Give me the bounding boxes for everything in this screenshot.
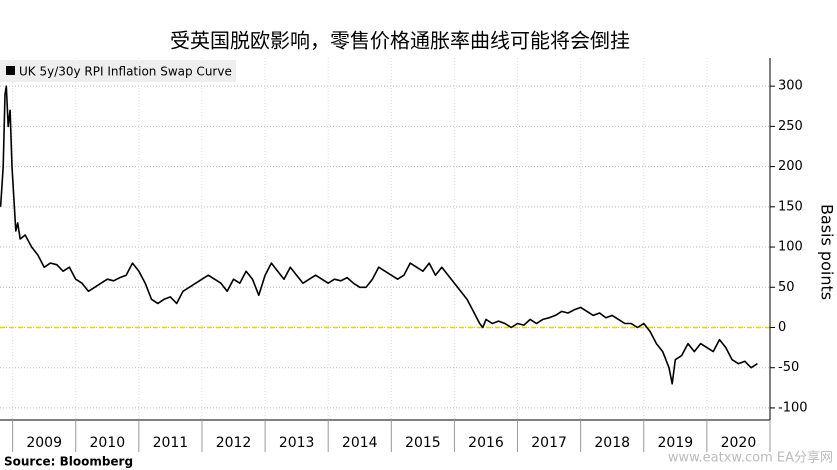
x-tick-label: 2014 [342,435,378,451]
data-line [0,85,758,385]
y-tick-label: -50 [778,360,799,375]
legend-swatch [6,66,15,75]
x-tick-label: 2018 [594,435,630,451]
x-tick-label: 2011 [153,435,189,451]
x-tick-label: 2019 [658,435,694,451]
chart-title: 受英国脱欧影响，零售价格通胀率曲线可能将会倒挂 [170,29,630,53]
x-tick-label: 2012 [216,435,252,451]
y-axis-label: Basis points [818,204,837,300]
x-tick-label: 2020 [721,435,757,451]
watermark: www.eatxw.com EA分享网 [668,450,833,466]
y-tick-label: 0 [778,320,786,335]
x-tick-label: 2013 [279,435,315,451]
x-tick-label: 2010 [89,435,125,451]
legend-background [0,60,236,82]
y-tick-label: 250 [778,119,803,134]
x-tick-label: 2016 [468,435,504,451]
y-tick-label: 100 [778,240,803,255]
y-tick-label: 50 [778,280,795,295]
y-tick-label: 300 [778,79,803,94]
x-tick-label: 2015 [405,435,441,451]
x-tick-label: 2017 [531,435,567,451]
source: Source: Bloomberg [4,455,133,469]
y-tick-label: 150 [778,199,803,214]
y-tick-label: -100 [778,400,808,415]
x-tick-label: 2009 [26,435,62,451]
y-tick-label: 200 [778,159,803,174]
legend-label: UK 5y/30y RPI Inflation Swap Curve [19,65,232,79]
